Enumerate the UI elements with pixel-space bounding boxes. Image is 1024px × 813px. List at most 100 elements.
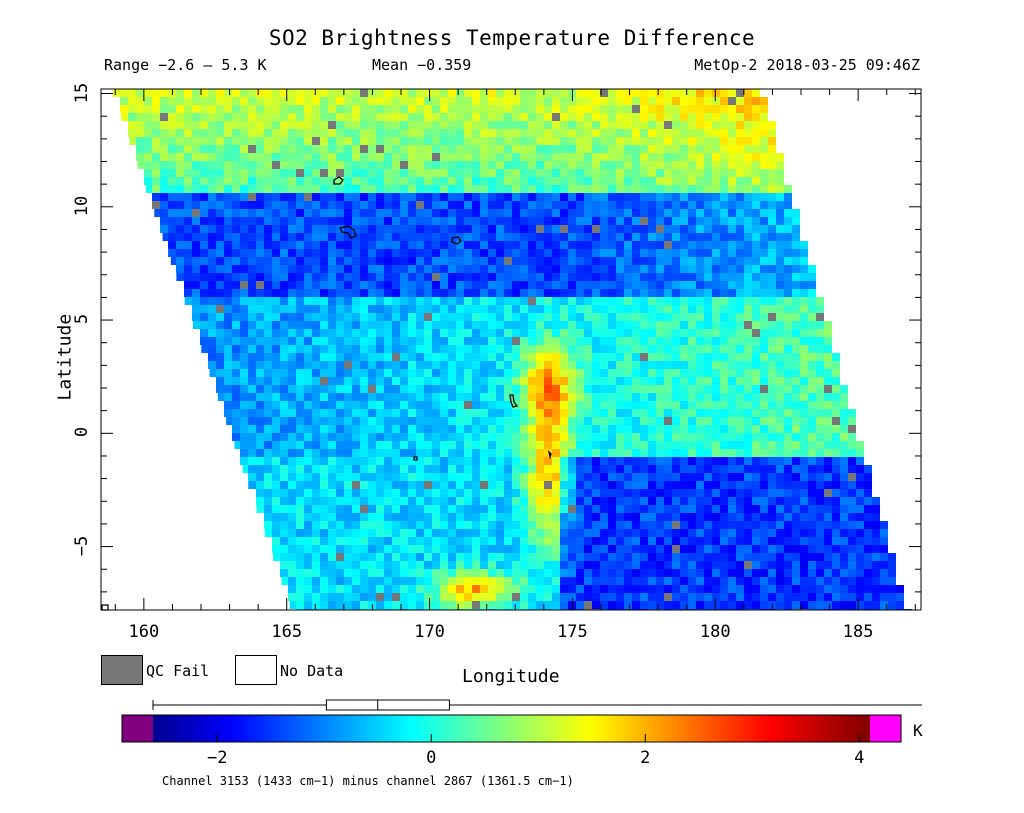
swath-pixel — [608, 113, 616, 121]
swath-pixel — [456, 145, 464, 153]
swath-pixel — [416, 257, 424, 265]
swath-pixel — [528, 241, 536, 249]
swath-pixel — [568, 313, 576, 321]
swath-pixel — [352, 569, 360, 577]
swath-pixel — [608, 353, 616, 361]
swath-pixel — [432, 129, 440, 137]
swath-pixel — [272, 145, 280, 153]
swath-pixel — [640, 313, 648, 321]
swath-pixel — [328, 137, 336, 145]
swath-pixel — [296, 497, 304, 505]
swath-pixel — [856, 505, 864, 513]
swath-pixel — [872, 545, 880, 553]
swath-pixel — [616, 393, 624, 401]
swath-pixel — [304, 105, 312, 113]
swath-pixel — [304, 481, 312, 489]
swath-pixel — [672, 89, 680, 97]
swath-pixel — [328, 337, 336, 345]
swath-pixel — [552, 481, 560, 489]
swath-pixel — [416, 265, 424, 273]
swath-pixel — [264, 385, 272, 393]
swath-pixel — [480, 337, 488, 345]
swath-pixel — [408, 441, 416, 449]
swath-pixel — [400, 385, 408, 393]
swath-pixel — [496, 353, 504, 361]
swath-pixel — [352, 145, 360, 153]
swath-pixel — [624, 153, 632, 161]
swath-pixel — [248, 369, 256, 377]
swath-pixel — [648, 553, 656, 561]
swath-pixel — [216, 345, 224, 353]
swath-pixel — [368, 489, 376, 497]
swath-pixel — [576, 209, 584, 217]
swath-pixel — [432, 385, 440, 393]
swath-pixel — [736, 465, 744, 473]
swath-pixel — [688, 521, 696, 529]
swath-pixel — [800, 537, 808, 545]
swath-pixel — [656, 361, 664, 369]
swath-pixel — [512, 569, 520, 577]
swath-pixel — [472, 105, 480, 113]
swath-pixel — [392, 337, 400, 345]
swath-pixel — [512, 89, 520, 97]
swath-pixel — [592, 505, 600, 513]
swath-pixel — [784, 441, 792, 449]
swath-pixel — [320, 97, 328, 105]
swath-pixel — [232, 377, 240, 385]
swath-pixel — [784, 465, 792, 473]
swath-pixel — [696, 513, 704, 521]
swath-pixel — [240, 113, 248, 121]
swath-pixel — [640, 113, 648, 121]
swath-pixel — [200, 89, 208, 97]
swath-pixel — [360, 393, 368, 401]
swath-pixel — [328, 105, 336, 113]
swath-pixel — [536, 337, 544, 345]
swath-pixel — [448, 177, 456, 185]
swath-pixel — [672, 105, 680, 113]
swath-pixel — [408, 297, 416, 305]
swath-pixel — [216, 369, 224, 377]
swath-pixel — [264, 425, 272, 433]
swath-pixel — [552, 313, 560, 321]
swath-pixel — [272, 257, 280, 265]
swath-pixel — [680, 97, 688, 105]
swath-pixel — [672, 153, 680, 161]
swath-pixel — [888, 569, 896, 577]
swath-pixel — [368, 105, 376, 113]
swath-pixel — [384, 265, 392, 273]
swath-pixel — [208, 89, 216, 97]
swath-pixel — [672, 529, 680, 537]
swath-pixel — [496, 137, 504, 145]
swath-pixel — [584, 145, 592, 153]
swath-pixel — [728, 289, 736, 297]
swath-pixel — [352, 257, 360, 265]
swath-pixel — [352, 529, 360, 537]
swath-pixel — [200, 233, 208, 241]
swath-pixel — [752, 225, 760, 233]
swath-pixel — [800, 337, 808, 345]
swath-pixel — [832, 497, 840, 505]
swath-pixel — [680, 457, 688, 465]
swath-pixel — [824, 457, 832, 465]
swath-pixel — [864, 489, 872, 497]
swath-pixel — [296, 585, 304, 593]
swath-pixel — [488, 545, 496, 553]
swath-pixel — [568, 441, 576, 449]
swath-pixel — [624, 553, 632, 561]
swath-pixel — [256, 121, 264, 129]
swath-pixel — [768, 385, 776, 393]
swath-pixel — [288, 489, 296, 497]
swath-pixel — [224, 89, 232, 97]
swath-pixel — [320, 105, 328, 113]
swath-pixel — [304, 137, 312, 145]
swath-pixel — [560, 321, 568, 329]
swath-pixel — [344, 193, 352, 201]
swath-pixel — [568, 241, 576, 249]
swath-pixel — [664, 401, 672, 409]
swath-pixel — [408, 553, 416, 561]
swath-pixel — [688, 177, 696, 185]
swath-pixel — [472, 225, 480, 233]
swath-pixel — [656, 409, 664, 417]
swath-pixel — [760, 457, 768, 465]
swath-pixel — [632, 281, 640, 289]
